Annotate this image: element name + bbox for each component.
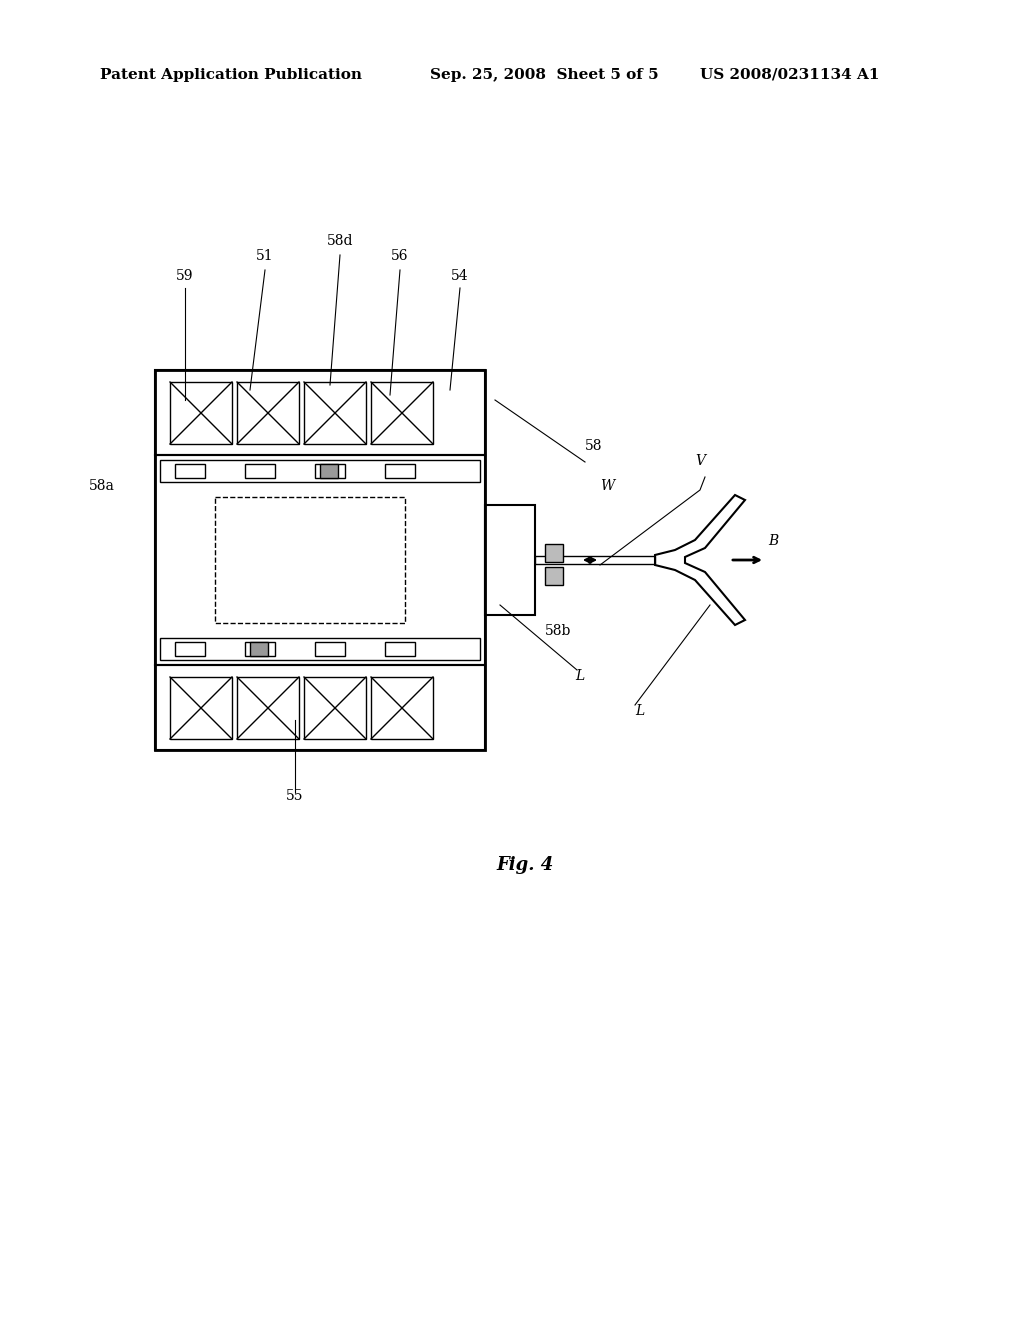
Bar bbox=[485, 506, 535, 615]
Bar bbox=[155, 665, 485, 750]
Bar bbox=[170, 381, 232, 444]
Text: 55: 55 bbox=[287, 789, 304, 803]
Text: 59: 59 bbox=[176, 269, 194, 282]
Bar bbox=[245, 465, 275, 478]
Text: 58b: 58b bbox=[545, 624, 571, 638]
Bar bbox=[237, 677, 299, 739]
Bar bbox=[250, 642, 268, 656]
Bar bbox=[535, 556, 655, 564]
Text: US 2008/0231134 A1: US 2008/0231134 A1 bbox=[700, 69, 880, 82]
Bar bbox=[160, 459, 480, 482]
Bar bbox=[545, 544, 563, 562]
Bar bbox=[175, 465, 205, 478]
Bar bbox=[385, 465, 415, 478]
Text: B: B bbox=[768, 535, 778, 548]
Text: L: L bbox=[575, 669, 585, 682]
Bar bbox=[155, 370, 485, 750]
Text: 54: 54 bbox=[452, 269, 469, 282]
Bar bbox=[155, 455, 485, 665]
Bar bbox=[371, 381, 433, 444]
Text: Patent Application Publication: Patent Application Publication bbox=[100, 69, 362, 82]
Bar bbox=[545, 568, 563, 585]
Text: 58d: 58d bbox=[327, 234, 353, 248]
Text: W: W bbox=[600, 479, 614, 492]
Bar bbox=[315, 642, 345, 656]
Text: V: V bbox=[695, 454, 705, 469]
Text: Sep. 25, 2008  Sheet 5 of 5: Sep. 25, 2008 Sheet 5 of 5 bbox=[430, 69, 658, 82]
Bar bbox=[315, 465, 345, 478]
Text: 58a: 58a bbox=[89, 479, 115, 492]
Bar bbox=[385, 642, 415, 656]
Bar bbox=[319, 465, 338, 478]
Text: L: L bbox=[635, 704, 644, 718]
Bar bbox=[155, 370, 485, 455]
Text: 51: 51 bbox=[256, 249, 273, 263]
Bar bbox=[304, 677, 366, 739]
Bar bbox=[160, 638, 480, 660]
Bar bbox=[237, 381, 299, 444]
Bar bbox=[245, 642, 275, 656]
Bar bbox=[371, 677, 433, 739]
Bar bbox=[175, 642, 205, 656]
Text: Fig. 4: Fig. 4 bbox=[497, 855, 554, 874]
Text: 56: 56 bbox=[391, 249, 409, 263]
Text: 58: 58 bbox=[585, 440, 602, 453]
Bar bbox=[170, 677, 232, 739]
Bar bbox=[304, 381, 366, 444]
Bar bbox=[215, 498, 406, 623]
